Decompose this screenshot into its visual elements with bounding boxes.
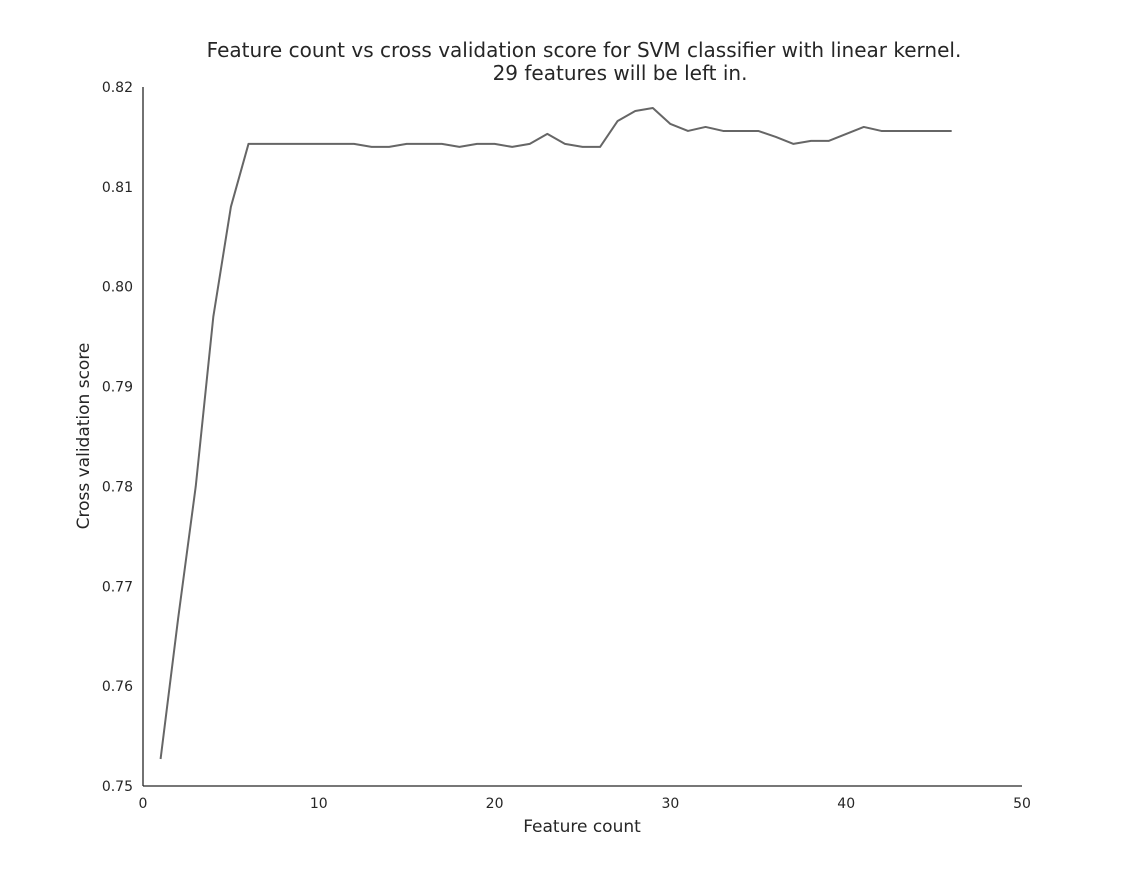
y-tick-labels: 0.75 0.76 0.77 0.78 0.79 0.80 0.81 0.82 [102, 80, 133, 795]
x-tick-labels: 0 10 20 30 40 50 [139, 796, 1031, 812]
x-tick-label: 20 [486, 796, 504, 812]
x-tick-label: 40 [837, 796, 855, 812]
x-tick-label: 30 [661, 796, 679, 812]
y-tick-label: 0.75 [102, 779, 133, 795]
y-tick-label: 0.80 [102, 280, 133, 296]
y-tick-label: 0.77 [102, 579, 133, 595]
chart-title: Feature count vs cross validation score … [207, 38, 962, 62]
chart-subtitle: 29 features will be left in. [493, 61, 748, 85]
y-tick-label: 0.76 [102, 679, 133, 695]
x-tick-label: 10 [310, 796, 328, 812]
cv-score-line [159, 106, 952, 760]
y-tick-label: 0.78 [102, 479, 133, 495]
x-axis-label: Feature count [523, 817, 641, 837]
y-axis-label: Cross validation score [74, 343, 94, 530]
y-tick-label: 0.82 [102, 80, 133, 96]
x-tick-label: 0 [139, 796, 148, 812]
y-tick-label: 0.81 [102, 180, 133, 196]
x-tick-label: 50 [1013, 796, 1031, 812]
y-tick-label: 0.79 [102, 380, 133, 396]
